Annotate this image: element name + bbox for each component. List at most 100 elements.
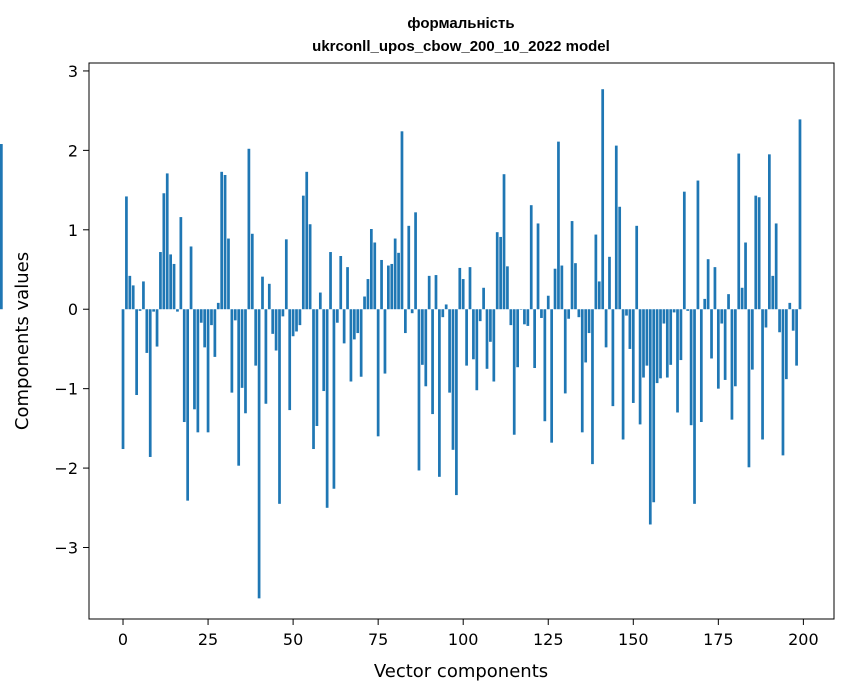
bar [247,148,251,310]
bar [785,309,788,380]
bar [543,309,547,422]
bar [203,309,207,348]
bar [584,309,588,363]
bar [499,236,502,310]
bar [421,309,424,365]
bar [635,225,639,310]
bar [444,304,448,310]
chart-title-line1: формальність [407,15,514,32]
bar [621,309,625,440]
bar [142,281,145,310]
bar [196,309,200,433]
bar [220,171,224,310]
bar [744,242,747,310]
bar [733,309,737,387]
bar [553,268,557,310]
bar [601,89,605,310]
bar [614,145,618,310]
bar [301,195,305,310]
bar [727,294,730,310]
bar [747,309,751,468]
bar [791,309,795,331]
bar [165,173,169,310]
bar [128,275,132,310]
bar [216,302,220,310]
bar [536,223,540,310]
bars-group [0,89,802,599]
x-tick-label: 200 [788,630,819,649]
bar [665,309,669,378]
bar [329,252,332,310]
bar [189,246,193,310]
bar [669,309,673,365]
bar [179,217,183,310]
bar [502,174,506,310]
bar [703,298,707,310]
bar [550,309,554,443]
bar [625,309,628,316]
bar [631,309,635,403]
bar [761,309,764,440]
bar [699,309,703,423]
bar [233,309,237,321]
bar [577,309,581,318]
bar [305,171,309,310]
bar [125,196,128,310]
bar [295,309,298,332]
bar [723,309,727,380]
x-tick-label: 25 [198,630,218,649]
bar [764,309,768,328]
bar [148,309,152,457]
bar [400,131,404,310]
bar [261,276,264,310]
bar [410,309,414,314]
bar [686,309,690,311]
bar [390,263,394,310]
bar [638,309,642,425]
bar [240,309,244,388]
bar [611,309,615,407]
bar [570,221,574,310]
bar [199,309,203,323]
bar [335,309,339,323]
bar [720,309,724,324]
bar [186,309,190,501]
bar [557,141,560,310]
bar [223,174,227,310]
bar [332,309,336,489]
bar [485,309,489,369]
bar [376,309,380,437]
x-axis-label: Vector components [374,661,548,682]
bar [519,309,523,310]
x-tick-label: 100 [448,630,479,649]
bar [591,309,594,465]
bar [478,309,482,322]
x-tick-label: 150 [618,630,649,649]
bar [774,223,778,310]
bar [244,309,247,414]
y-axis-ticks: −3 −2 −1 0 1 2 3 [54,62,89,558]
bar [291,309,295,337]
bar [274,309,278,351]
y-tick-label: −1 [54,380,78,399]
x-axis-ticks: 0 25 50 75 100 125 150 175 200 [118,619,819,649]
bar [642,309,645,378]
y-tick-label: 3 [68,62,78,81]
bar [768,154,771,310]
bar [281,309,285,317]
bar [193,309,196,410]
bar [325,309,329,508]
bar [472,309,475,360]
bar [628,309,632,349]
bar [414,212,417,310]
bar [495,232,499,310]
bar [182,309,186,423]
bar [475,309,479,391]
bar [145,309,149,353]
bar [465,309,468,366]
bar [655,309,659,384]
y-tick-label: 2 [68,141,78,160]
bar [254,309,258,366]
bar [751,309,754,370]
y-axis-label: Components values [12,252,33,430]
